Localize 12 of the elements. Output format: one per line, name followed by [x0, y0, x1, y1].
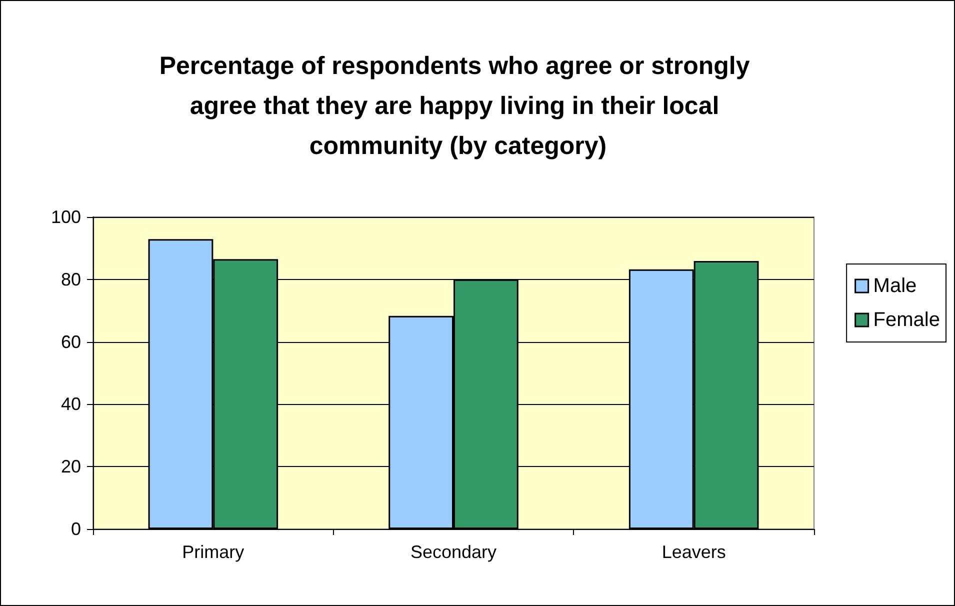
y-tick-label: 100	[50, 207, 81, 227]
y-tick-label: 60	[60, 332, 81, 352]
x-tick-label: Leavers	[662, 542, 726, 562]
x-tick-label: Primary	[182, 542, 244, 562]
chart-title: Percentage of respondents who agree or strongly agree that they are happy living in their local community (by category)	[159, 52, 757, 160]
y-tick-label: 0	[70, 519, 81, 539]
legend-label: Male	[873, 275, 917, 297]
y-tick-label: 40	[60, 394, 81, 414]
y-tick-label: 20	[60, 456, 81, 477]
x-tick-label: Secondary	[410, 542, 497, 562]
y-tick-label: 80	[60, 269, 81, 290]
legend-label: Female	[873, 309, 940, 331]
